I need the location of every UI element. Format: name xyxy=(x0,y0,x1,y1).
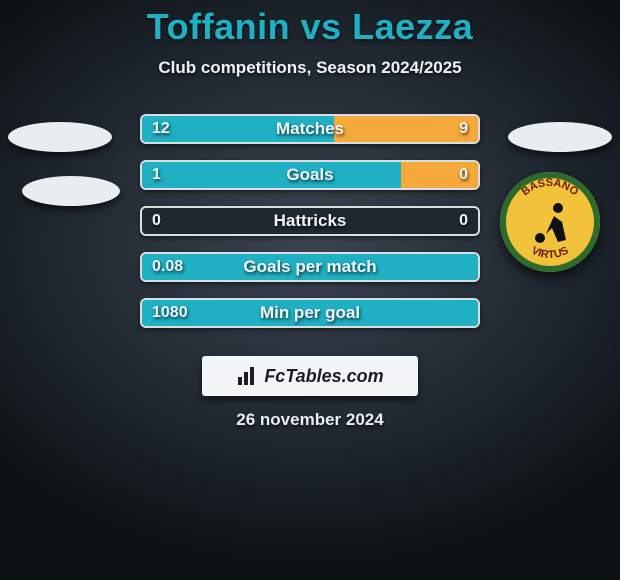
stat-bar-left xyxy=(142,162,401,188)
bars-icon xyxy=(236,365,258,387)
stat-bar-track xyxy=(140,206,480,236)
stat-row: Min per goal1080 xyxy=(0,290,620,336)
comparison-card: Toffanin vs Laezza Club competitions, Se… xyxy=(0,0,620,580)
stat-row: Hattricks00 xyxy=(0,198,620,244)
stat-rows: Matches129Goals10Hattricks00Goals per ma… xyxy=(0,106,620,336)
stat-bar-track xyxy=(140,114,480,144)
stat-bar-right xyxy=(334,116,478,142)
stat-row: Goals10 xyxy=(0,152,620,198)
page-title: Toffanin vs Laezza xyxy=(0,0,620,48)
brand-box[interactable]: FcTables.com xyxy=(202,356,418,396)
stat-bar-right xyxy=(401,162,478,188)
stat-bar-left xyxy=(142,300,478,326)
stat-row: Goals per match0.08 xyxy=(0,244,620,290)
stat-bar-track xyxy=(140,298,480,328)
stat-bar-left xyxy=(142,116,334,142)
stat-bar-track xyxy=(140,160,480,190)
stat-bar-left xyxy=(142,254,478,280)
page-subtitle: Club competitions, Season 2024/2025 xyxy=(0,58,620,78)
footer-date: 26 november 2024 xyxy=(0,410,620,430)
stat-bar-track xyxy=(140,252,480,282)
brand-text: FcTables.com xyxy=(264,366,383,387)
stat-row: Matches129 xyxy=(0,106,620,152)
